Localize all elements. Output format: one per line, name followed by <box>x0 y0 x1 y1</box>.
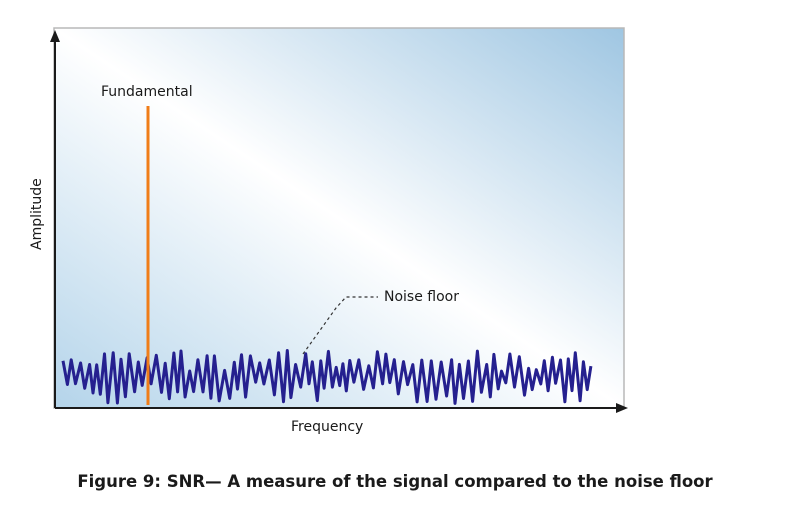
x-axis-label: Frequency <box>291 419 363 435</box>
y-axis-label: Amplitude <box>29 178 45 250</box>
noise-floor-trace <box>61 349 593 405</box>
noise-floor-label: Noise floor <box>384 289 459 305</box>
snr-diagram: Fundamental Noise floor Frequency Amplit… <box>29 27 628 435</box>
x-axis-arrowhead <box>616 403 628 413</box>
y-axis-arrowhead <box>50 30 60 42</box>
fundamental-label: Fundamental <box>101 84 193 100</box>
figure-caption: Figure 9: SNR— A measure of the signal c… <box>77 472 713 491</box>
